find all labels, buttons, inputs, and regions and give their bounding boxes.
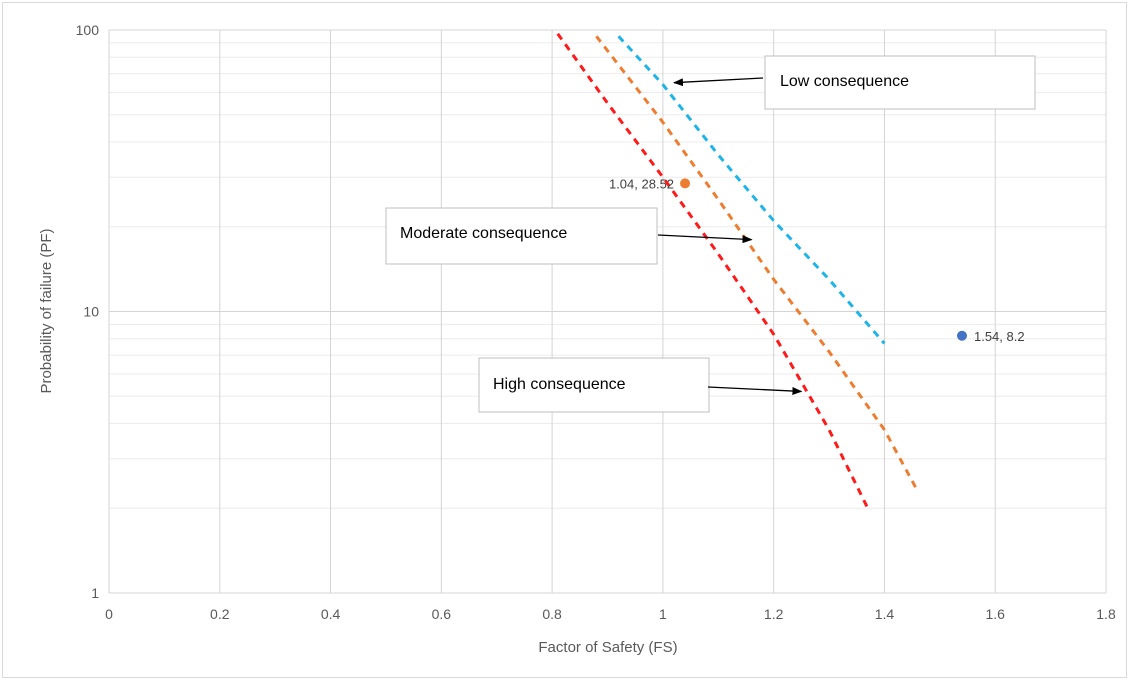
x-axis-title: Factor of Safety (FS) <box>538 639 677 656</box>
data-point-label: 1.54, 8.2 <box>974 329 1025 344</box>
x-tick-label: 1.2 <box>764 606 784 622</box>
annotation-text: Moderate consequence <box>400 225 567 242</box>
annotation-arrow <box>708 387 801 391</box>
x-tick-label: 1.4 <box>875 606 895 622</box>
annotation-text: High consequence <box>493 376 626 393</box>
x-tick-label: 1.8 <box>1096 606 1116 622</box>
x-tick-label: 1.6 <box>985 606 1005 622</box>
data-point <box>957 331 967 341</box>
data-point <box>680 178 690 188</box>
y-tick-label: 1 <box>91 585 99 601</box>
grid <box>109 30 1106 593</box>
x-tick-label: 0 <box>105 606 113 622</box>
y-axis-title: Probability of failure (PF) <box>38 228 55 393</box>
y-tick-label: 10 <box>83 304 99 320</box>
annotations: Low consequence Moderate consequence High … <box>386 56 1035 412</box>
x-tick-label: 0.2 <box>210 606 230 622</box>
x-tick-label: 0.6 <box>432 606 452 622</box>
annotation-arrow <box>674 78 763 83</box>
data-points: 1.04, 28.52 1.54, 8.2 <box>609 176 1025 343</box>
annotation-text: Low consequence <box>780 73 909 90</box>
x-tick-label: 0.8 <box>542 606 562 622</box>
x-tick-label: 0.4 <box>321 606 341 622</box>
y-tick-label: 100 <box>76 22 100 38</box>
tick-labels: 1 10 100 0 0.2 0.4 0.6 0.8 1 1.2 1.4 1.6 1.8 <box>76 22 1116 622</box>
data-point-label: 1.04, 28.52 <box>609 176 674 191</box>
x-tick-label: 1 <box>659 606 667 622</box>
